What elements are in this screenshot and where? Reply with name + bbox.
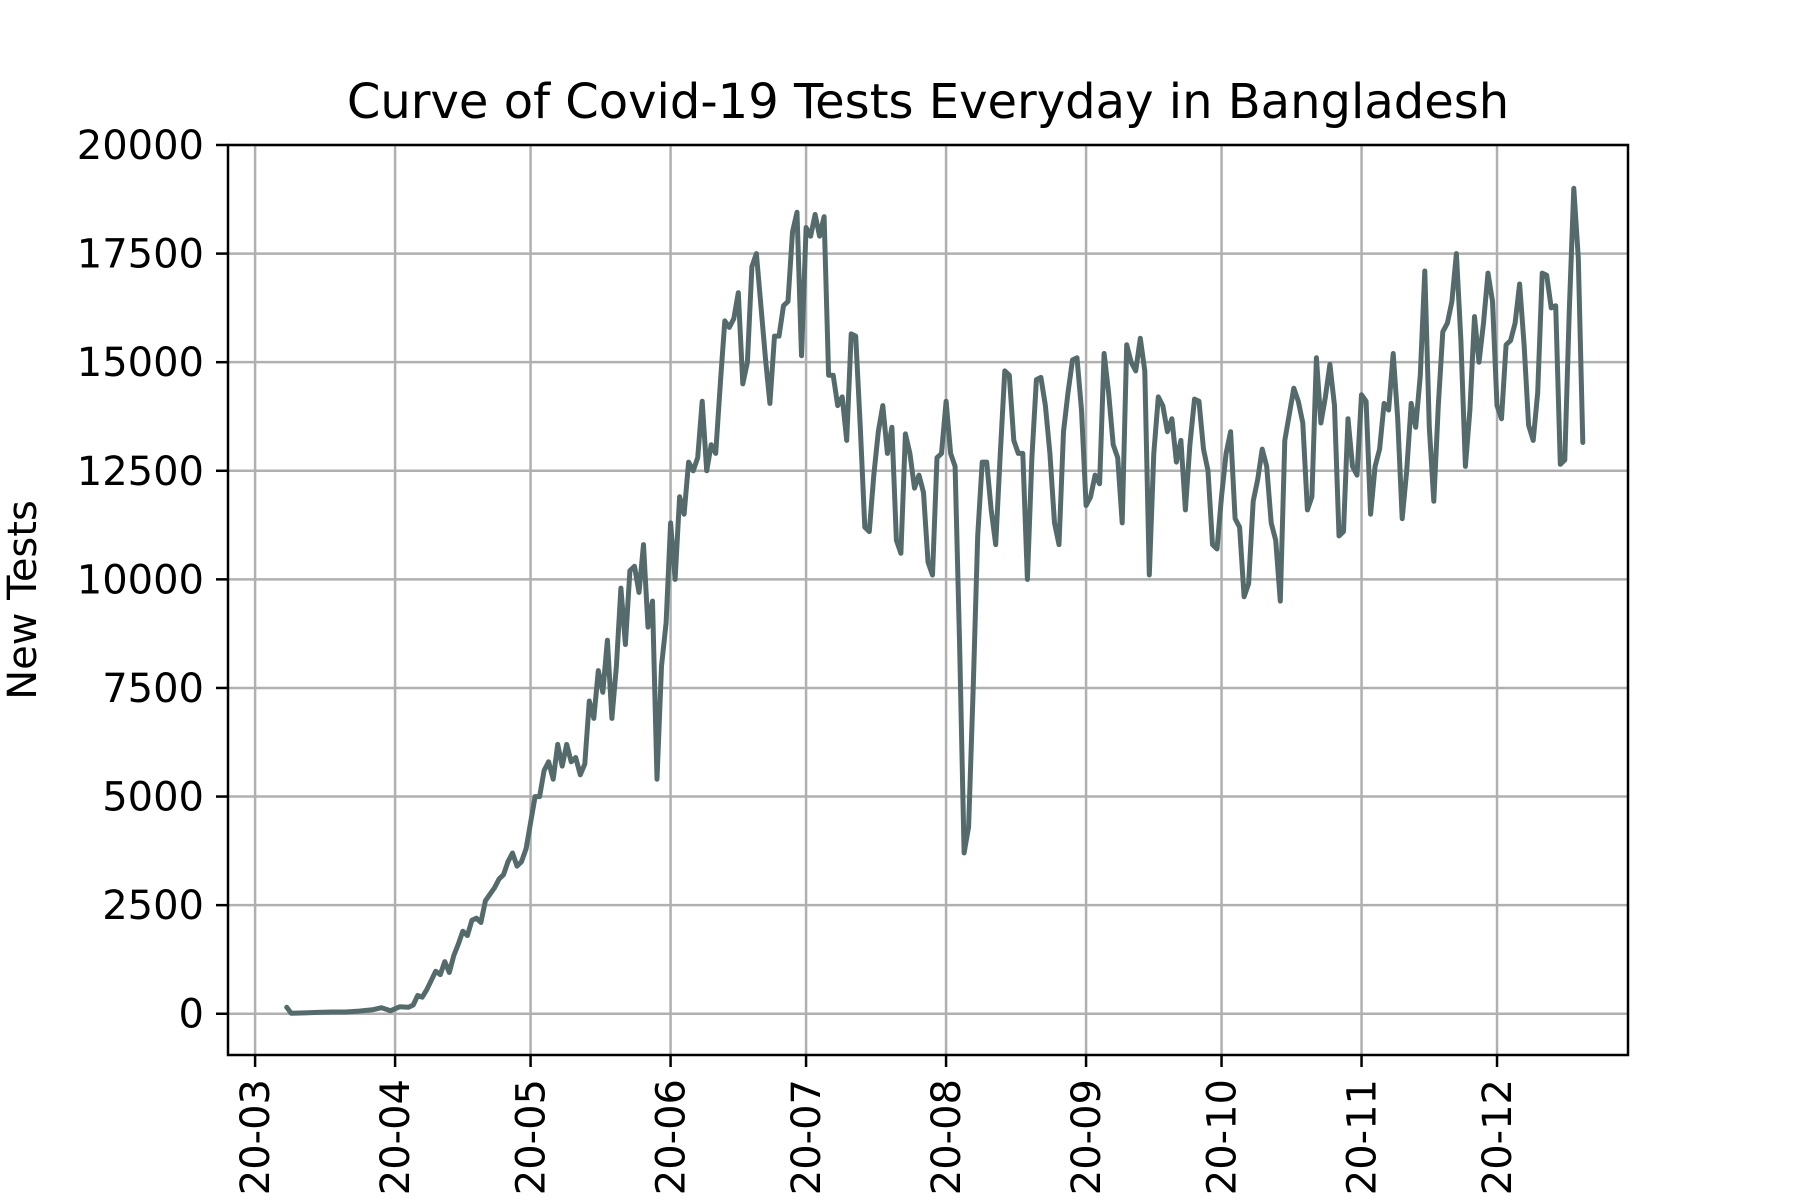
y-tick-label: 12500 [77,449,204,495]
y-tick-label: 2500 [102,883,204,929]
x-tick-label: 20-12 [1475,1079,1521,1195]
grid-lines [228,143,1628,1055]
series-layer [284,185,1586,1016]
x-tick-label: 20-03 [233,1079,279,1195]
plot-frame [226,143,1630,1057]
chart-title: Curve of Covid-19 Tests Everyday in Bang… [347,74,1509,130]
series-line [284,185,1586,1016]
x-tick-label: 20-07 [784,1079,830,1195]
x-tick-label: 20-11 [1340,1079,1386,1195]
y-tick-label: 15000 [77,340,204,386]
y-tick-label: 0 [179,992,204,1038]
y-tick-label: 20000 [77,123,204,169]
x-tick-label: 20-09 [1064,1079,1110,1195]
y-axis-label: New Tests [0,500,46,700]
x-tick-label: 20-04 [373,1079,419,1195]
y-tick-label: 7500 [102,666,204,712]
x-tick-label: 20-08 [924,1079,970,1195]
x-tick-label: 20-10 [1200,1079,1246,1195]
y-axis: 0 2500 5000 7500 10000 12500 15000 17500 20000 [77,123,228,1038]
y-tick-label: 17500 [77,232,204,278]
x-tick-label: 20-05 [509,1079,555,1195]
x-axis: 20-03 20-04 20-05 20-06 20-07 20-08 20-09 20-10… [233,1055,1521,1195]
x-tick-label: 20-06 [649,1079,695,1195]
y-tick-label: 5000 [102,775,204,821]
y-tick-label: 10000 [77,557,204,603]
